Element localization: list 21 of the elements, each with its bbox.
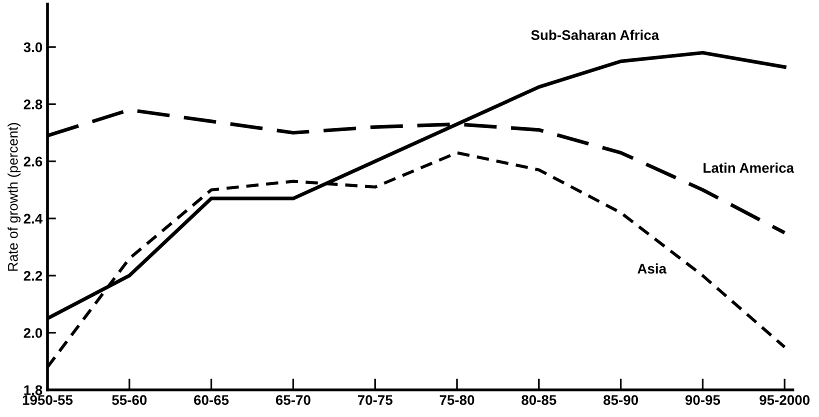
x-tick-label: 75-80: [440, 395, 474, 405]
x-tick-label: 65-70: [276, 395, 310, 405]
x-tick-label: 95-2000: [760, 395, 810, 405]
x-tick-label: 90-95: [685, 395, 720, 405]
x-tick-label: 85-90: [603, 395, 638, 405]
x-tick-label: 70-75: [358, 395, 392, 405]
x-tick-label: 1950-55: [22, 395, 73, 405]
x-tick-label: 60-65: [194, 395, 229, 405]
series-label: Asia: [638, 263, 667, 274]
y-tick-label: 2.6: [24, 156, 42, 166]
y-tick-label: 2.2: [24, 270, 42, 281]
x-tick-label: 55-60: [112, 395, 147, 405]
y-tick-label: 2.4: [24, 214, 43, 224]
y-tick-label: 2.8: [24, 100, 42, 110]
series-label: Sub-Saharan Africa: [531, 30, 660, 40]
y-axis-title: Rate of growth (percent): [8, 123, 21, 271]
x-tick-label: 80-85: [522, 395, 556, 405]
y-tick-label: 1.8: [24, 385, 42, 396]
series-label: Latin America: [704, 162, 794, 173]
y-tick-label: 3.0: [24, 42, 42, 52]
y-tick-label: 2.0: [24, 328, 42, 338]
